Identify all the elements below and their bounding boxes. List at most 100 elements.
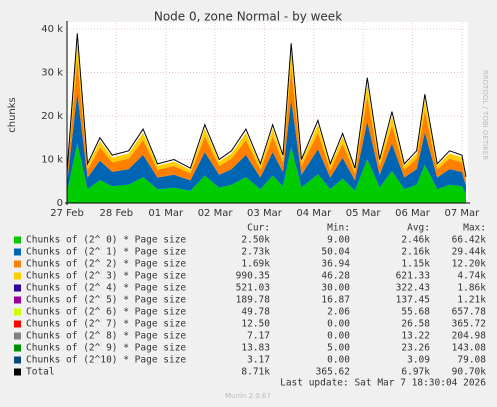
legend-label: Chunks of (2^ 8) * Page size [26, 331, 186, 342]
legend-value: 1.86k [457, 283, 486, 294]
legend-value: 23.26 [401, 343, 430, 354]
y-tick-label: 20 k [41, 111, 63, 122]
legend-value: 2.06 [327, 307, 350, 318]
column-header: Avg: [407, 223, 430, 234]
legend-swatch [14, 356, 21, 364]
x-tick-label: 02 Mar [198, 208, 234, 219]
legend-value: 12.20k [452, 259, 487, 270]
legend-value: 143.08 [452, 343, 487, 354]
legend-label: Chunks of (2^ 2) * Page size [26, 259, 186, 270]
legend-value: 990.35 [236, 271, 270, 282]
y-axis-label: chunks [7, 97, 18, 133]
version: Munin 2.0.67 [225, 392, 271, 400]
x-tick-label: 01 Mar [148, 208, 184, 219]
legend-swatch [14, 236, 21, 244]
legend-value: 365.62 [316, 367, 350, 378]
legend-value: 26.58 [401, 319, 430, 330]
y-tick-label: 10 k [41, 155, 63, 166]
legend-value: 621.33 [396, 271, 430, 282]
legend-swatch [14, 332, 21, 340]
area [67, 143, 466, 203]
legend-value: 79.08 [457, 355, 486, 366]
legend-label: Chunks of (2^ 4) * Page size [26, 283, 186, 294]
legend-value: 365.72 [452, 319, 486, 330]
legend-value: 90.70k [452, 367, 487, 378]
legend-label: Chunks of (2^ 1) * Page size [26, 247, 186, 258]
column-header: Max: [463, 223, 486, 234]
legend-value: 16.87 [321, 295, 350, 306]
x-tick-label: 03 Mar [247, 208, 283, 219]
legend-value: 3.09 [407, 355, 430, 366]
legend-value: 2.46k [401, 235, 430, 246]
legend-value: 1.69k [241, 259, 270, 270]
legend-value: 2.50k [241, 235, 270, 246]
y-tick-label: 30 k [41, 68, 63, 79]
area [67, 92, 466, 194]
legend-label: Chunks of (2^ 6) * Page size [26, 307, 186, 318]
legend-value: 1.21k [457, 295, 486, 306]
x-tick-label: 28 Feb [100, 208, 134, 219]
legend-value: 204.98 [452, 331, 487, 342]
legend-value: 46.28 [321, 271, 350, 282]
legend-value: 13.22 [401, 331, 430, 342]
legend-swatch [14, 320, 21, 328]
legend-swatch [14, 308, 21, 316]
legend-value: 2.73k [241, 247, 270, 258]
legend-value: 3.17 [247, 355, 270, 366]
x-tick-label: 07 Mar [444, 208, 480, 219]
legend-value: 55.68 [401, 307, 430, 318]
legend-value: 49.78 [241, 307, 270, 318]
legend-value: 9.00 [327, 235, 350, 246]
legend-swatch [14, 284, 21, 292]
legend-value: 6.97k [401, 367, 430, 378]
legend-value: 5.00 [327, 343, 350, 354]
side-label: RRDTOOL / TOBI OETIKER [481, 70, 489, 160]
legend-value: 66.42k [452, 235, 487, 246]
column-header: Min: [327, 223, 350, 234]
legend-value: 0.00 [327, 355, 350, 366]
chart-title: Node 0, zone Normal - by week [154, 10, 342, 24]
legend-value: 36.94 [321, 259, 350, 270]
legend-value: 13.83 [241, 343, 270, 354]
legend-value: 657.78 [452, 307, 487, 318]
legend-value: 0.00 [327, 331, 350, 342]
area [67, 58, 466, 187]
legend-value: 8.71k [241, 367, 270, 378]
legend-value: 1.15k [401, 259, 430, 270]
legend-label: Chunks of (2^ 3) * Page size [26, 271, 186, 282]
last-update: Last update: Sat Mar 7 18:30:04 2026 [280, 378, 486, 389]
y-tick-label: 40 k [41, 24, 63, 35]
legend-label: Chunks of (2^ 7) * Page size [26, 319, 186, 330]
legend-value: 30.00 [321, 283, 350, 294]
legend-value: 4.74k [457, 271, 486, 282]
legend-value: 2.16k [401, 247, 430, 258]
legend-label: Chunks of (2^ 5) * Page size [26, 295, 186, 306]
legend-label: Total [26, 367, 55, 378]
legend-swatch [14, 296, 21, 304]
total-line [66, 33, 467, 177]
legend-value: 12.50 [241, 319, 270, 330]
legend-swatch [14, 344, 21, 352]
legend-swatch [14, 368, 21, 376]
legend-value: 29.44k [452, 247, 487, 258]
legend-label: Chunks of (2^ 0) * Page size [26, 235, 186, 246]
x-tick-label: 04 Mar [296, 208, 332, 219]
legend-value: 137.45 [396, 295, 430, 306]
legend-value: 7.17 [247, 331, 270, 342]
x-tick-label: 27 Feb [50, 208, 84, 219]
legend-value: 0.00 [327, 319, 350, 330]
legend-swatch [14, 260, 21, 268]
legend-swatch [14, 272, 21, 280]
legend-label: Chunks of (2^10) * Page size [26, 355, 186, 366]
legend-value: 189.78 [236, 295, 271, 306]
x-tick-label: 05 Mar [346, 208, 382, 219]
legend-label: Chunks of (2^ 9) * Page size [26, 343, 186, 354]
column-header: Cur: [247, 223, 270, 234]
legend-value: 521.03 [236, 283, 270, 294]
area [67, 41, 466, 181]
legend-value: 50.04 [321, 247, 350, 258]
y-tick-label: 0 [57, 198, 63, 209]
x-tick-label: 06 Mar [395, 208, 431, 219]
legend-value: 322.43 [396, 283, 430, 294]
